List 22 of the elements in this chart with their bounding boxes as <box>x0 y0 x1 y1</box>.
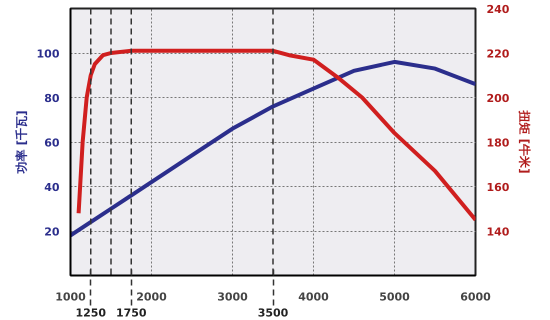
y2-axis-title: 扭矩 [牛米] <box>517 109 532 174</box>
x-tick-label: 4000 <box>298 290 330 304</box>
ref-line-label: 3500 <box>258 306 289 320</box>
x-tick-label: 2000 <box>136 290 168 304</box>
y2-tick-label: 240 <box>486 3 510 16</box>
y2-tick-label: 160 <box>486 181 510 194</box>
y-tick-label: 60 <box>44 136 60 150</box>
ref-line-label: 1250 <box>75 306 106 320</box>
x-tick-label: 6000 <box>460 290 492 304</box>
x-tick-label: 1000 <box>55 290 86 304</box>
y-tick-label: 100 <box>36 48 60 60</box>
y2-tick-label: 200 <box>486 92 510 105</box>
y-tick-label: 80 <box>44 92 60 105</box>
ref-line-label: 1750 <box>116 306 147 320</box>
y-axis-title: 功率 [千瓦] <box>14 110 29 175</box>
x-tick-label: 3000 <box>217 290 248 304</box>
x-tick-label: 5000 <box>379 290 410 304</box>
y2-tick-label: 140 <box>486 226 510 238</box>
y2-tick-label: 180 <box>486 136 510 150</box>
y2-tick-label: 220 <box>486 48 510 60</box>
y-tick-label: 20 <box>44 226 60 238</box>
y-tick-label: 40 <box>44 181 60 194</box>
